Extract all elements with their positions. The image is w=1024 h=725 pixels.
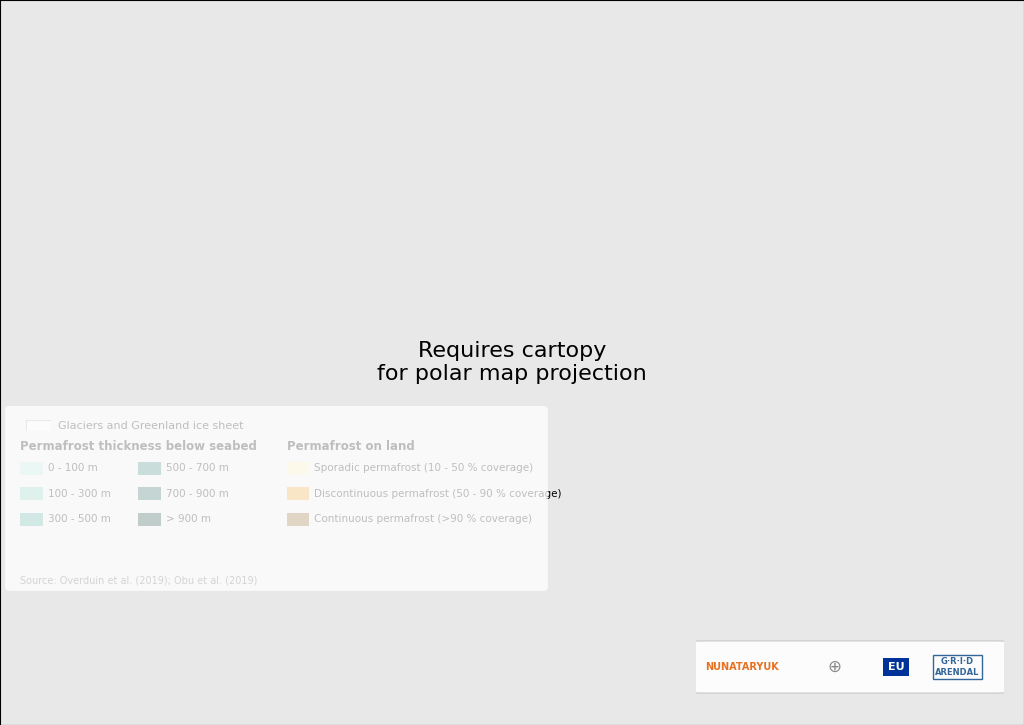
Text: Glaciers and Greenland ice sheet: Glaciers and Greenland ice sheet (58, 421, 244, 431)
Text: Continuous permafrost (>90 % coverage): Continuous permafrost (>90 % coverage) (314, 514, 532, 524)
Text: 0 - 100 m: 0 - 100 m (48, 463, 98, 473)
Text: 500 - 700 m: 500 - 700 m (166, 463, 228, 473)
Text: NUNATARYUK: NUNATARYUK (706, 662, 779, 672)
FancyBboxPatch shape (687, 641, 1013, 693)
Text: Requires cartopy
for polar map projection: Requires cartopy for polar map projectio… (377, 341, 647, 384)
Text: Discontinuous permafrost (50 - 90 % coverage): Discontinuous permafrost (50 - 90 % cove… (314, 489, 562, 499)
Text: Sporadic permafrost (10 - 50 % coverage): Sporadic permafrost (10 - 50 % coverage) (314, 463, 534, 473)
Text: > 900 m: > 900 m (166, 514, 211, 524)
Text: 700 - 900 m: 700 - 900 m (166, 489, 228, 499)
Text: Permafrost on land: Permafrost on land (287, 439, 415, 452)
Text: EU: EU (888, 662, 904, 672)
Text: G·R·I·D
ARENDAL: G·R·I·D ARENDAL (935, 658, 980, 676)
Text: Source: Overduin et al. (2019); Obu et al. (2019): Source: Overduin et al. (2019); Obu et a… (20, 576, 258, 586)
Text: Permafrost thickness below seabed: Permafrost thickness below seabed (20, 439, 257, 452)
Text: 100 - 300 m: 100 - 300 m (48, 489, 111, 499)
Text: 300 - 500 m: 300 - 500 m (48, 514, 111, 524)
Text: ⊕: ⊕ (827, 658, 842, 676)
